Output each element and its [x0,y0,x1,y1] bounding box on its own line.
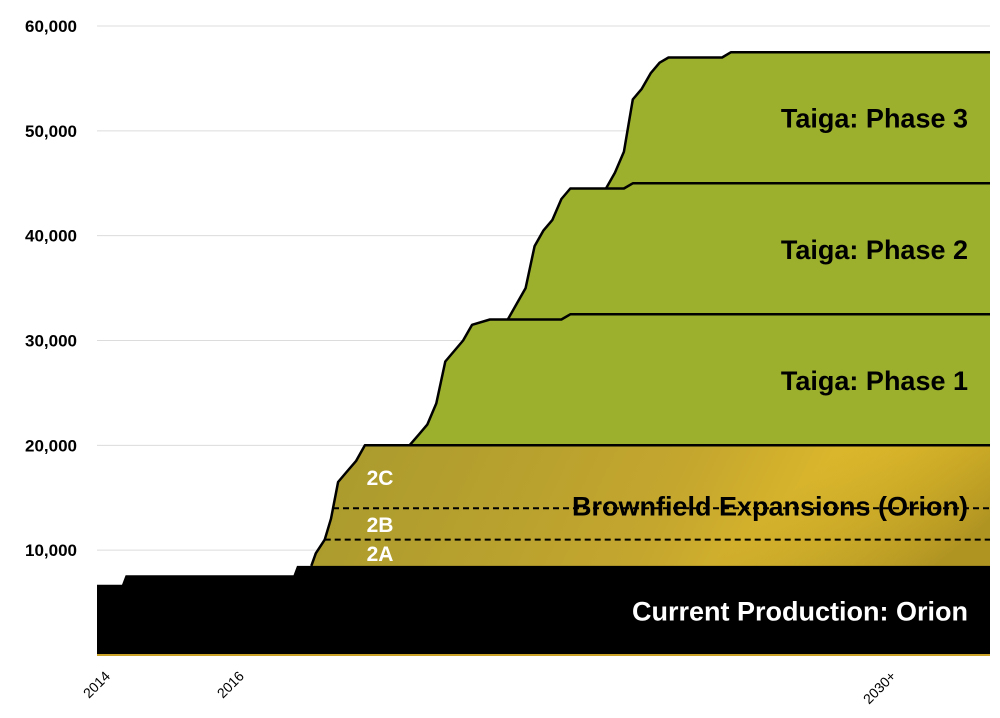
x-tick-label-2: 2030+ [860,668,899,707]
y-tick-label-2: 30,000 [25,332,77,351]
x-tick-label-0: 2014 [80,668,113,701]
stacked-areas [97,50,990,656]
y-axis: 10,000 20,000 30,000 40,000 50,000 60,000 [25,17,77,560]
band-label-2: Taiga: Phase 1 [781,366,968,396]
brownfield-subsegments: 2A 2B 2C [324,467,990,566]
y-tick-label-3: 40,000 [25,227,77,246]
x-axis: 2014 2016 2030+ [80,654,990,707]
y-tick-label-4: 50,000 [25,122,77,141]
area-boundary-4 [604,50,990,190]
area-boundary-2 [408,313,990,447]
band-label-3: Taiga: Phase 2 [781,235,968,265]
band-label-4: Taiga: Phase 3 [781,104,968,134]
subsegment-label-2b: 2B [367,514,394,537]
y-tick-label-1: 20,000 [25,436,77,455]
area-band-0 [97,565,990,655]
band-labels: Current Production: Orion Brownfield Expa… [572,104,968,627]
subsegment-label-2c: 2C [367,467,394,490]
x-tick-label-1: 2016 [214,668,247,701]
y-tick-label-0: 10,000 [25,541,77,560]
area-boundary-1 [310,444,990,567]
area-boundary-3 [506,182,990,321]
band-label-1: Brownfield Expansions (Orion) [572,492,968,522]
y-tick-label-5: 60,000 [25,17,77,36]
band-label-0: Current Production: Orion [632,596,968,626]
subsegment-label-2a: 2A [367,543,394,566]
